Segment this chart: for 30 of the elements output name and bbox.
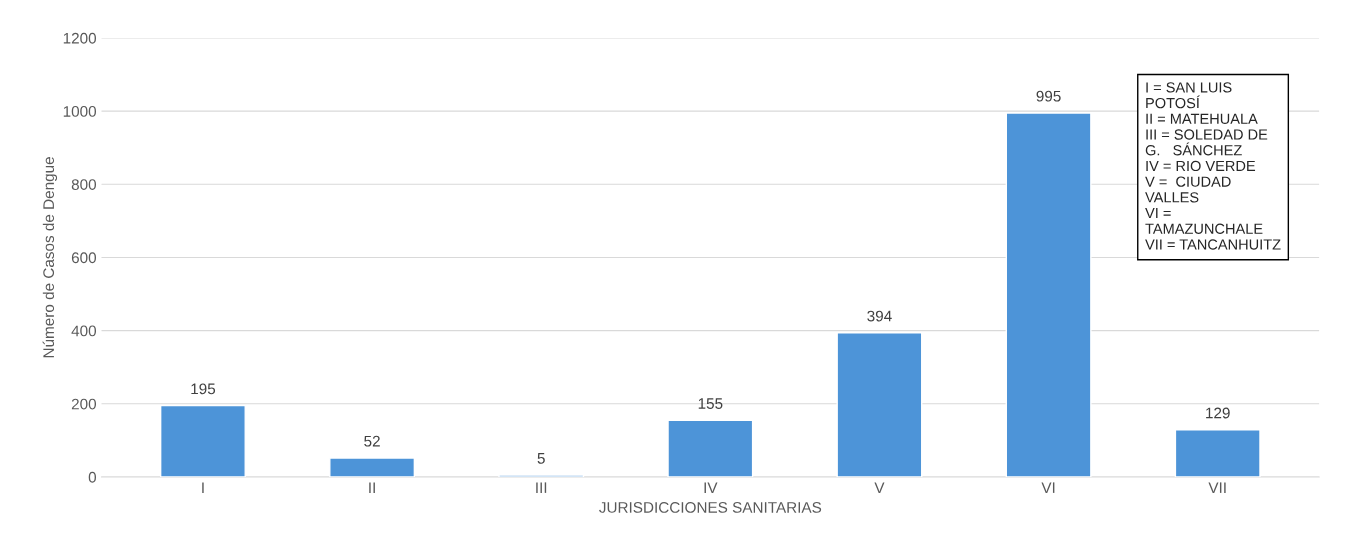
bar <box>329 457 416 477</box>
data-label: 5 <box>537 453 545 464</box>
data-label: 995 <box>1036 90 1061 102</box>
y-axis-title: Número de Casos de Dengue <box>42 157 58 358</box>
data-label: 394 <box>867 310 892 322</box>
data-label: 52 <box>364 435 380 447</box>
bar <box>1174 429 1261 477</box>
x-tick-label: VII <box>1208 482 1226 493</box>
x-tick-label: I <box>202 482 204 493</box>
y-tick-label: 400 <box>71 325 97 337</box>
data-label: 129 <box>1206 407 1230 419</box>
bar <box>159 404 246 477</box>
x-tick-label: V <box>874 482 885 493</box>
y-tick-label: 1200 <box>63 32 97 44</box>
y-tick-label: 800 <box>71 179 97 190</box>
y-tick-label: 200 <box>71 398 97 410</box>
bar <box>667 419 754 477</box>
y-tick-label: 0 <box>88 471 97 483</box>
x-tick-label: III <box>536 482 547 493</box>
text: I = SAN LUIS POTOSÍ II = MATEHUALA III = SOLEDAD DE G. SÁNCHEZ IV = RIO VERDE V = CIUDAD VALLES VI = TAMAZUNCHALE VII = TANCANHUITZ <box>1145 82 1281 250</box>
x-tick-label: II <box>369 482 375 493</box>
y-tick-label: 1000 <box>63 105 97 117</box>
y-tick-label: 600 <box>71 252 97 264</box>
x-axis-title: JURISDICCIONES SANITARIAS <box>599 502 822 513</box>
data-label: 195 <box>191 383 216 395</box>
bar <box>836 332 923 477</box>
bar <box>1005 112 1092 477</box>
x-tick-label: VI <box>1041 482 1055 493</box>
x-tick-label: IV <box>704 482 718 493</box>
data-label: 155 <box>698 398 723 409</box>
